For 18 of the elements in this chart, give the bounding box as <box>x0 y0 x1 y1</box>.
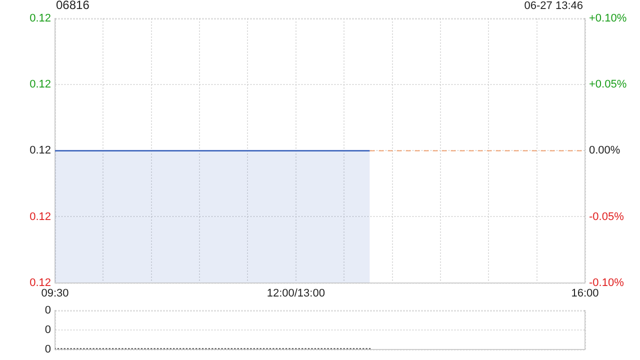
y-tick-label: 0 <box>44 304 51 317</box>
text: 06-27 13:46 <box>524 0 583 12</box>
y-tick-label: 0 <box>44 343 51 356</box>
x-tick-label: 16:00 <box>571 287 599 300</box>
y2-tick-label: +0.10% <box>589 12 627 25</box>
y-tick-label: 0.12 <box>30 210 51 223</box>
y-tick-label: 0.12 <box>30 12 51 25</box>
x-tick-label: 09:30 <box>41 287 69 300</box>
chart-title: 06816 <box>56 0 90 12</box>
y2-tick-label: +0.05% <box>589 78 627 91</box>
y2-tick-label: -0.10% <box>589 276 624 289</box>
y-tick-label: 0.12 <box>30 78 51 91</box>
y2-tick-label: 0.00% <box>589 144 620 157</box>
y-tick-label: 0.12 <box>30 276 51 289</box>
y-tick-label: 0 <box>44 324 51 336</box>
y2-tick-label: -0.05% <box>589 210 624 223</box>
x-tick-label: 12:00/13:00 <box>266 287 325 300</box>
y-tick-label: 0.12 <box>30 144 51 157</box>
